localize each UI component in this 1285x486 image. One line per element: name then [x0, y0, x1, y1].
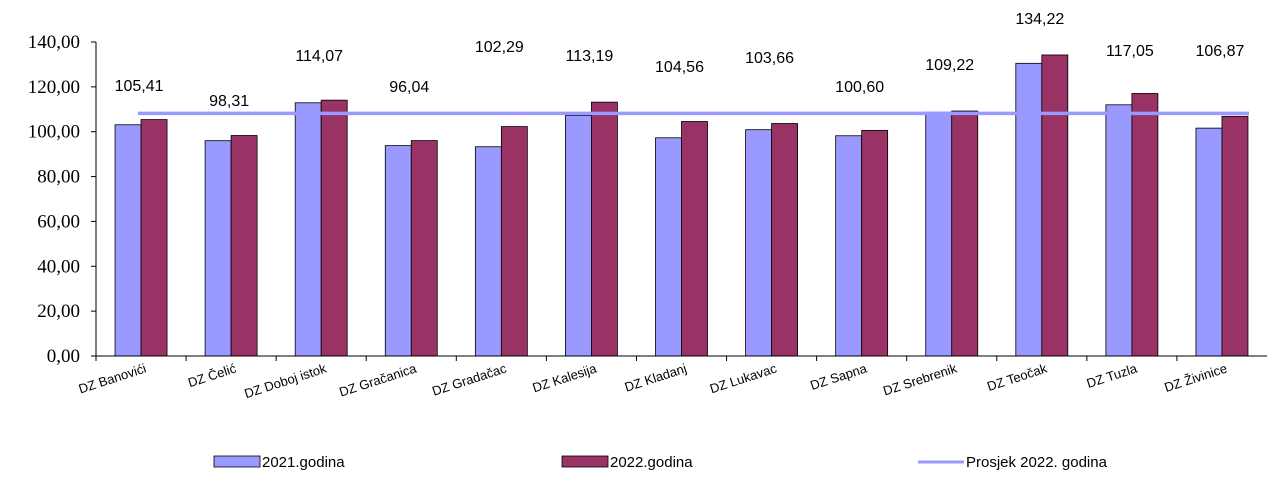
bar-2021 [1195, 127, 1223, 357]
bar-2021 [835, 135, 863, 357]
bar-2021 [294, 102, 322, 357]
bar-2022 [591, 101, 618, 357]
bar-2022 [681, 121, 708, 357]
legend-item-average: Prosjek 2022. godina [918, 454, 1108, 471]
data-label-2022: 106,87 [1195, 43, 1244, 60]
x-tick-label: DZ Čelić [186, 360, 239, 390]
bar-2021 [655, 137, 682, 357]
bar-2021 [1015, 62, 1043, 357]
legend-item-2021: 2021.godina [213, 454, 345, 471]
y-axis: 0,00 20,00 40,00 60,00 80,00 100,00 120,00 140,… [28, 32, 97, 367]
legend-item-2022: 2022.godina [561, 454, 693, 471]
x-tick-label: DZ Kalesija [530, 360, 599, 395]
x-tick-label: DZ Živinice [1162, 361, 1228, 395]
data-labels: 105,41 98,31 114,07 96,04 102,29 113,19 104,56… [115, 11, 1245, 110]
bar-2021 [745, 129, 772, 357]
data-label-2022: 113,19 [566, 48, 614, 65]
data-label-2022: 134,22 [1015, 11, 1064, 28]
x-tick-label: DZ Tuzla [1085, 360, 1140, 391]
bar-2021 [384, 145, 412, 357]
bar-2022 [861, 129, 889, 357]
x-tick-label: DZ Srebrenik [881, 360, 959, 398]
x-tick-label: DZ Gračanica [337, 360, 419, 399]
x-tick-label: DZ Teočak [985, 360, 1049, 394]
bar-2022 [320, 99, 348, 357]
legend-label: 2022.godina [610, 454, 693, 471]
bars [114, 54, 1249, 357]
x-tick-label: DZ Lukavac [708, 360, 779, 396]
data-label-2022: 117,05 [1106, 43, 1154, 60]
x-tick-label: DZ Banovići [77, 361, 148, 397]
bar-2022 [771, 123, 798, 357]
x-tick-label: DZ Sapna [808, 360, 869, 393]
bar-2022 [1131, 93, 1159, 357]
x-tick-label: DZ Gradačac [430, 360, 509, 398]
x-tick-label: DZ Doboj istok [242, 360, 328, 401]
bar-2021 [925, 111, 953, 357]
data-label-2022: 98,31 [209, 93, 249, 110]
y-tick-label: 100,00 [28, 122, 80, 143]
bar-2022 [140, 119, 168, 357]
y-tick-label: 140,00 [28, 32, 80, 53]
legend-label: Prosjek 2022. godina [966, 454, 1108, 471]
bar-2021 [1105, 104, 1133, 357]
bar-2021 [204, 140, 232, 357]
bar-2022 [500, 126, 528, 357]
data-label-2022: 96,04 [389, 79, 429, 96]
y-tick-label: 20,00 [37, 301, 80, 322]
data-label-2022: 104,56 [655, 59, 704, 76]
bar-2022 [951, 110, 979, 357]
data-label-2022: 100,60 [835, 79, 884, 96]
bar-2021 [114, 124, 142, 357]
y-tick-label: 60,00 [37, 211, 80, 232]
legend-label: 2021.godina [262, 454, 345, 471]
data-label-2022: 105,41 [115, 78, 164, 95]
x-tick-label: DZ Kladanj [623, 361, 689, 395]
legend-swatch [561, 455, 609, 468]
y-tick-label: 120,00 [28, 77, 80, 98]
bar-2021 [565, 115, 592, 357]
bar-2022 [410, 140, 438, 357]
data-label-2022: 114,07 [295, 48, 343, 65]
y-tick-label: 80,00 [37, 167, 80, 188]
data-label-2022: 102,29 [475, 39, 524, 56]
data-label-2022: 103,66 [745, 50, 794, 67]
x-axis: DZ Banovići DZ Čelić DZ Doboj istok DZ Grač… [77, 355, 1267, 401]
legend: 2021.godina 2022.godina Prosjek 2022. godi… [213, 454, 1108, 471]
bar-2022 [1041, 54, 1069, 357]
y-tick-label: 0,00 [47, 346, 80, 367]
data-label-2022: 109,22 [925, 57, 974, 74]
bar-2022 [1221, 115, 1249, 357]
bar-2022 [230, 135, 258, 357]
y-tick-label: 40,00 [37, 256, 80, 277]
legend-swatch [213, 455, 261, 468]
bar-2021 [474, 146, 502, 357]
